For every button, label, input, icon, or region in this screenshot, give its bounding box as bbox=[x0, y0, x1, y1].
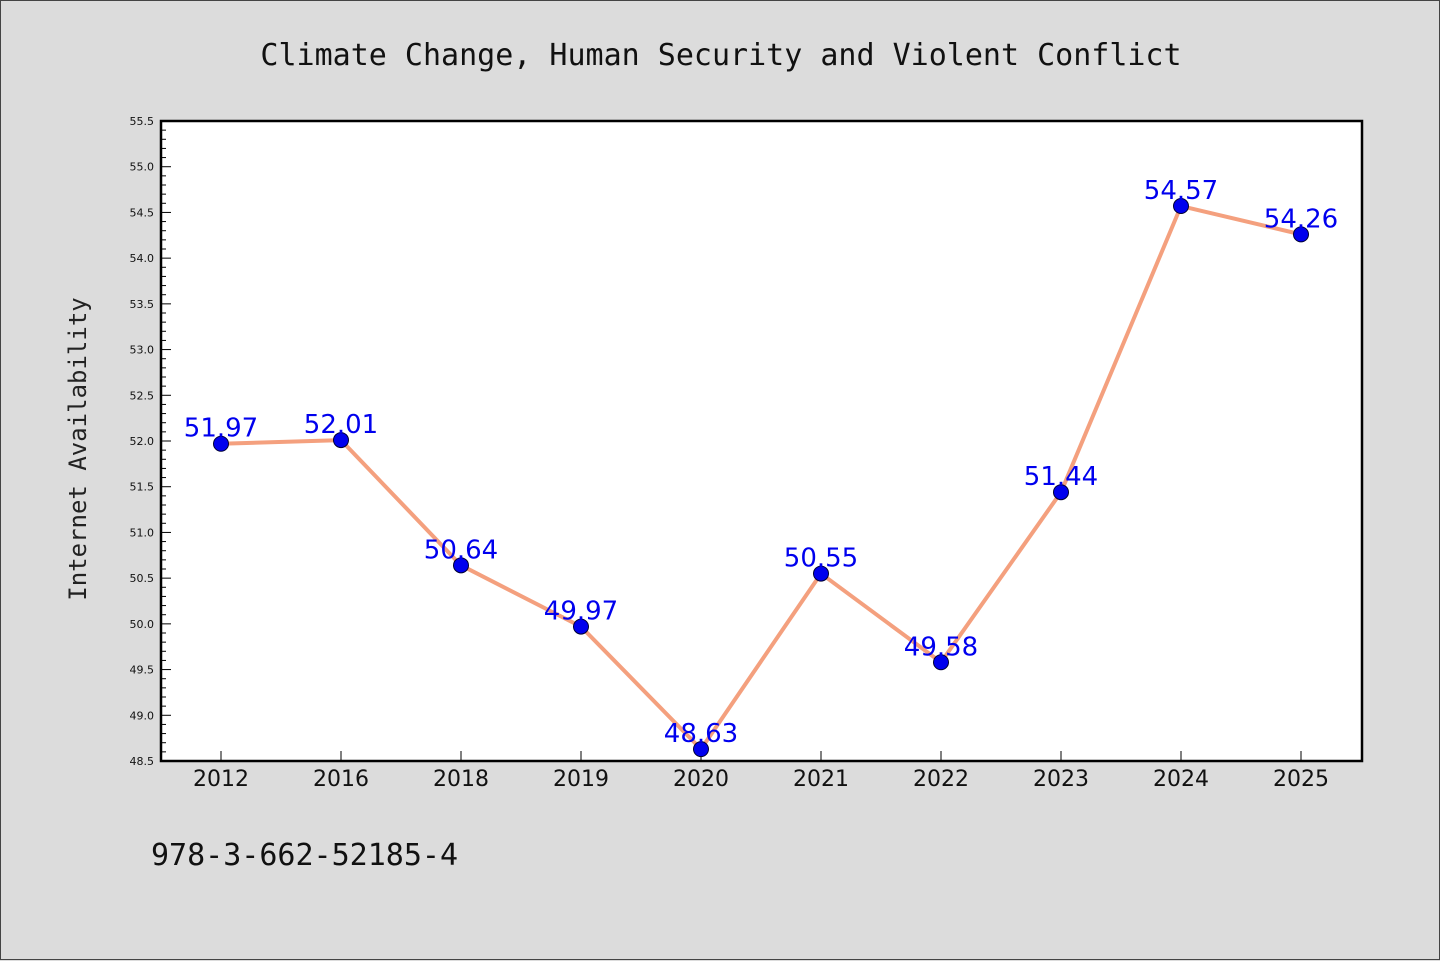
data-point bbox=[933, 654, 949, 671]
x-axis: 2012 2016 2018 2019 2020 2021 2022 2023 2024 2025 bbox=[193, 751, 1329, 792]
data-point bbox=[1293, 226, 1309, 243]
x-tick-label: 2024 bbox=[1153, 767, 1209, 792]
data-point bbox=[1053, 484, 1069, 501]
x-tick-label: 2019 bbox=[553, 767, 609, 792]
data-label: 52.01 bbox=[304, 410, 378, 440]
data-label: 51.97 bbox=[184, 414, 258, 444]
y-tick-label: 55.0 bbox=[130, 161, 155, 174]
data-point bbox=[573, 618, 589, 635]
x-tick-label: 2012 bbox=[193, 767, 249, 792]
data-point bbox=[693, 741, 709, 758]
y-tick-label: 51.0 bbox=[130, 526, 155, 539]
x-tick-label: 2018 bbox=[433, 767, 489, 792]
y-tick-label: 49.5 bbox=[130, 664, 155, 677]
data-label: 50.64 bbox=[424, 535, 498, 565]
data-label: 54.26 bbox=[1264, 204, 1338, 234]
y-tick-label: 54.5 bbox=[130, 206, 155, 219]
plot-area bbox=[159, 119, 1364, 763]
y-tick-label: 54.0 bbox=[130, 252, 155, 265]
data-labels: 51.97 52.01 50.64 49.97 48.63 50.55 49.58 51.44… bbox=[184, 176, 1338, 749]
data-point bbox=[333, 432, 349, 449]
isbn-text: 978-3-662-52185-4 bbox=[151, 838, 458, 873]
data-label: 50.55 bbox=[784, 544, 858, 574]
data-label: 48.63 bbox=[664, 719, 738, 749]
data-label: 51.44 bbox=[1024, 462, 1098, 492]
data-label: 49.58 bbox=[904, 632, 978, 662]
y-tick-label: 55.5 bbox=[130, 115, 155, 128]
y-axis-label: Internet Availability bbox=[64, 297, 92, 600]
x-tick-label: 2016 bbox=[313, 767, 369, 792]
data-point bbox=[1173, 198, 1189, 215]
y-tick-label: 52.0 bbox=[130, 435, 155, 448]
data-point bbox=[213, 435, 229, 452]
series-markers bbox=[213, 198, 1309, 758]
series-line bbox=[220, 204, 1302, 752]
y-tick-label: 48.5 bbox=[130, 755, 155, 768]
y-tick-label: 49.0 bbox=[130, 709, 155, 722]
y-tick-label: 51.5 bbox=[130, 481, 155, 494]
y-tick-label: 50.5 bbox=[130, 572, 155, 585]
data-point bbox=[813, 565, 829, 582]
y-tick-label: 50.0 bbox=[130, 618, 155, 631]
x-tick-label: 2023 bbox=[1033, 767, 1089, 792]
x-tick-label: 2025 bbox=[1273, 767, 1329, 792]
x-tick-label: 2022 bbox=[913, 767, 969, 792]
y-axis: 48.5 49.0 49.5 50.0 50.5 51.0 51.5 52.0 52.5 53.0… bbox=[130, 115, 171, 768]
y-tick-label: 53.0 bbox=[130, 344, 155, 357]
x-tick-label: 2021 bbox=[793, 767, 849, 792]
data-label: 49.97 bbox=[544, 597, 618, 627]
chart-title: Climate Change, Human Security and Viole… bbox=[260, 38, 1181, 73]
x-tick-label: 2020 bbox=[673, 767, 729, 792]
data-point bbox=[453, 557, 469, 574]
y-tick-label: 52.5 bbox=[130, 389, 155, 402]
data-label: 54.57 bbox=[1144, 176, 1218, 206]
y-tick-label: 53.5 bbox=[130, 298, 155, 311]
